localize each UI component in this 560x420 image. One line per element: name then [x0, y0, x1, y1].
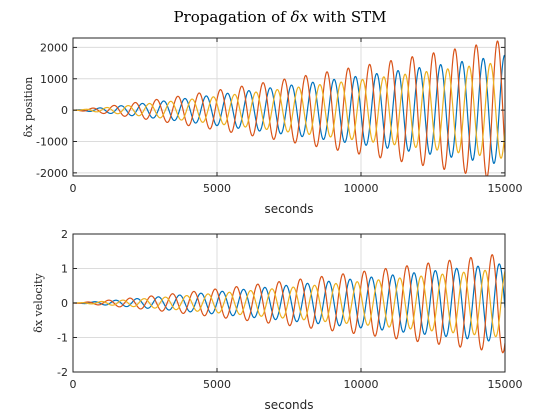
y-tick-label: -1000 — [36, 136, 68, 149]
x-axis-label: seconds — [264, 202, 313, 216]
x-tick-label: 15000 — [488, 378, 523, 391]
series-line-1 — [73, 263, 505, 342]
series-lines — [73, 40, 505, 176]
axes-box — [72, 37, 506, 177]
series-line-2 — [73, 40, 505, 176]
y-tick-label: 2000 — [40, 41, 68, 54]
series-line-2 — [73, 254, 505, 354]
x-axis-label: seconds — [264, 398, 313, 412]
x-tick-label: 10000 — [344, 182, 379, 195]
y-tick-label: 0 — [61, 297, 68, 310]
y-tick-label: 1 — [61, 263, 68, 276]
series-line-3 — [73, 269, 505, 338]
y-tick-label: 1000 — [40, 73, 68, 86]
y-tick-label: -2000 — [36, 167, 68, 180]
y-axis-label: δx position — [22, 77, 35, 138]
x-tick-label: 5000 — [203, 182, 231, 195]
title-symbol: δx — [291, 8, 309, 26]
x-tick-label: 5000 — [203, 378, 231, 391]
velocity-axes: 0 5000 10000 15000 -2 -1 0 1 2 seconds δx velocity — [32, 228, 523, 412]
series-line-3 — [73, 62, 505, 159]
x-tick-label: 15000 — [488, 182, 523, 195]
position-axes: 0 5000 10000 15000 -2000 -1000 0 1000 2000 second… — [22, 37, 523, 216]
series-line-1 — [73, 54, 505, 164]
title-prefix: Propagation of — [173, 8, 287, 26]
y-tick-label: -1 — [57, 332, 68, 345]
series-lines — [73, 254, 505, 354]
y-axis-label: δx velocity — [32, 272, 45, 332]
y-tick-label: -2 — [57, 366, 68, 379]
x-tick-label: 0 — [70, 378, 77, 391]
title-suffix: with STM — [313, 8, 387, 26]
x-tick-label: 0 — [70, 182, 77, 195]
figure-title: Propagation of δx with STM — [173, 8, 386, 26]
x-tick-label: 10000 — [344, 378, 379, 391]
y-tick-label: 2 — [61, 228, 68, 241]
y-tick-label: 0 — [61, 104, 68, 117]
